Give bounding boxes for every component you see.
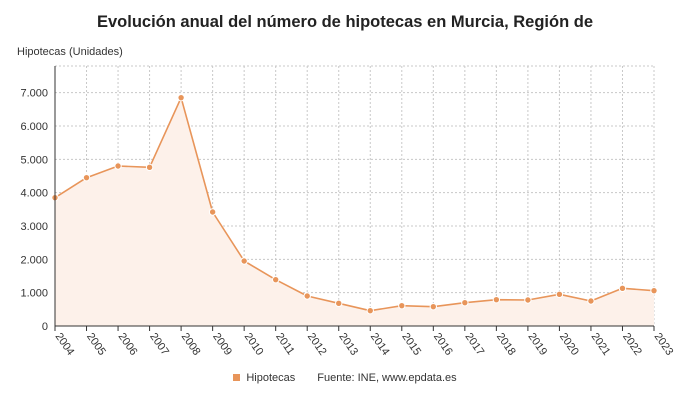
legend-swatch (233, 374, 241, 381)
series-line-hipotecas (54, 96, 655, 312)
series-line (54, 96, 655, 312)
legend-label: Hipotecas (246, 372, 296, 384)
source-note: Fuente: INE, www.epdata.es (317, 372, 457, 384)
x-tick-label: 2007 (147, 331, 171, 358)
x-tick-label: 2006 (116, 331, 140, 358)
data-point (82, 173, 91, 182)
x-tick-label: 2019 (525, 331, 549, 358)
x-tick-label: 2008 (179, 331, 203, 358)
y-tick-label: 6.000 (20, 121, 48, 133)
x-tick-label: 2009 (210, 331, 234, 358)
data-point (303, 292, 311, 300)
y-tick-label: 0 (42, 321, 48, 333)
data-point (271, 275, 280, 284)
legend: Hipotecas Fuente: INE, www.epdata.es (0, 372, 690, 384)
x-tick-label: 2021 (588, 331, 612, 358)
x-tick-label: 2015 (399, 331, 423, 358)
y-tick-label: 7.000 (20, 88, 48, 100)
data-points (51, 93, 658, 315)
data-point (366, 306, 374, 315)
x-tick-label: 2017 (462, 331, 486, 358)
data-point (335, 299, 343, 308)
data-point (587, 297, 595, 305)
x-tick-label: 2016 (431, 331, 455, 358)
data-point (240, 257, 248, 265)
data-point (618, 284, 627, 293)
data-point (398, 301, 406, 310)
x-tick-label: 2023 (652, 331, 676, 358)
x-tick-label: 2014 (368, 331, 392, 358)
data-point (524, 296, 532, 304)
x-tick-label: 2020 (557, 331, 581, 358)
data-point (177, 93, 185, 102)
y-tick-labels: 0 1.000 2.000 3.000 4.000 5.000 6.000 7.000 (20, 88, 48, 333)
axes (54, 66, 655, 331)
data-point (492, 295, 501, 304)
data-point (650, 286, 658, 295)
x-tick-label: 2022 (620, 331, 644, 358)
y-tick-label: 4.000 (20, 188, 48, 200)
y-tick-label: 5.000 (20, 154, 48, 166)
x-tick-labels: 2004 2005 2006 2007 2008 2009 2010 2011 2012 2013… (53, 331, 676, 358)
area-fill-shape (55, 97, 654, 326)
chart-title: Evolución anual del número de hipotecas … (96, 13, 593, 31)
data-point (461, 298, 469, 307)
x-tick-label: 2013 (336, 331, 360, 358)
x-tick-label: 2010 (242, 331, 266, 358)
x-tick-label: 2005 (84, 331, 108, 358)
data-point (114, 162, 122, 170)
area-fill (55, 97, 654, 326)
x-tick-label: 2004 (53, 331, 77, 358)
y-tick-label: 2.000 (20, 254, 48, 266)
y-axis-label: Hipotecas (Unidades) (17, 46, 123, 58)
data-point (555, 290, 564, 299)
y-tick-label: 1.000 (20, 288, 48, 300)
y-tick-label: 3.000 (20, 221, 48, 233)
data-point (145, 163, 154, 172)
x-tick-label: 2018 (494, 331, 518, 358)
data-point (208, 208, 217, 216)
x-tick-label: 2012 (305, 331, 329, 358)
data-point (429, 302, 438, 311)
x-tick-label: 2011 (273, 331, 296, 357)
